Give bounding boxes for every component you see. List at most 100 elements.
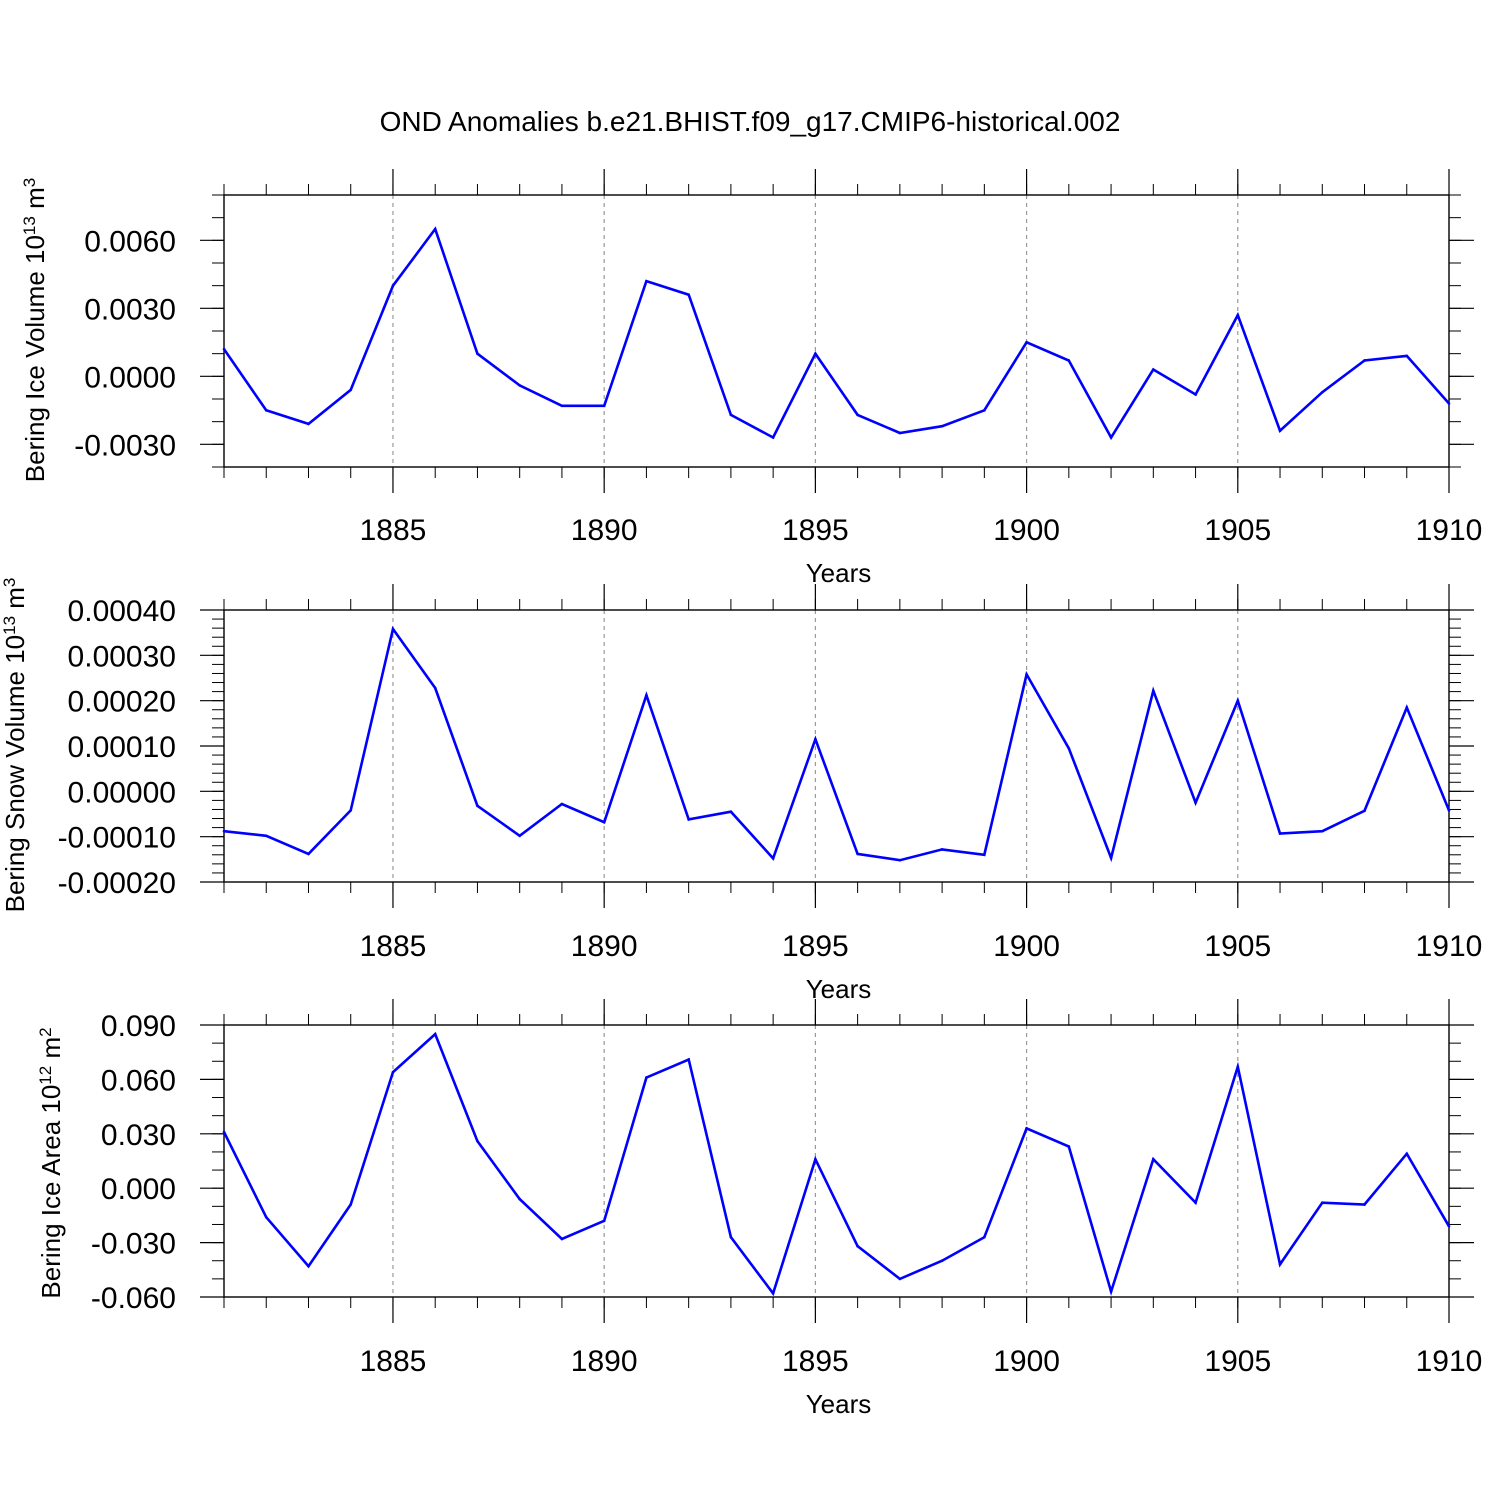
panel-3-data-point-1886	[433, 1032, 437, 1036]
panel-2-data-point-1898	[940, 848, 944, 851]
panel-2-data-point-1888	[518, 834, 521, 838]
panel-3-data-point-1909	[1405, 1152, 1409, 1156]
panel-1-data-point-1910	[1447, 402, 1451, 405]
panel-2-data-point-1884	[349, 809, 353, 812]
panel-3-data-point-1892	[687, 1058, 690, 1061]
panel-3-xtick-label-1890: 1890	[571, 1345, 638, 1378]
panel-2-data-point-1896	[856, 852, 859, 856]
panel-2-data-point-1895	[814, 737, 817, 741]
panel-3-data-point-1896	[856, 1244, 859, 1248]
panel-1-data-point-1902	[1109, 436, 1113, 439]
panel-1-xtick-label-1900: 1900	[993, 514, 1060, 547]
panel-2-data-point-1910	[1447, 809, 1451, 812]
panel-2-xtick-label-1895: 1895	[782, 930, 849, 963]
panel-2-data-point-1885	[391, 627, 395, 631]
panel-3-data-point-1899	[983, 1235, 986, 1239]
panel-2-ytick-label: 0.00040	[68, 595, 176, 628]
panel-3-x-axis-title: Years	[806, 1389, 872, 1419]
panel-2-data-point-1904	[1194, 801, 1197, 804]
panel-3-data-point-1903	[1152, 1157, 1155, 1161]
panel-2-ytick-label: -0.00020	[58, 867, 176, 900]
panel-2-series-line	[223, 625, 1451, 863]
panel-2-data-point-1907	[1320, 829, 1324, 833]
panel-2-data-point-1906	[1278, 832, 1282, 835]
panel-1-data-point-1884	[349, 388, 353, 392]
panel-3-data-point-1883	[307, 1264, 310, 1268]
panel-3-data-point-1895	[814, 1157, 817, 1161]
panel-3-data-point-1885	[391, 1070, 395, 1074]
panel-1-data-point-1901	[1067, 359, 1071, 362]
panel-1-data-point-1881	[222, 347, 226, 351]
panel-1-ytick-label: 0.0000	[84, 361, 176, 394]
panel-1-data-point-1896	[856, 413, 859, 417]
panel-1-ytick-label: 0.0060	[84, 225, 176, 258]
panel-2-frame	[223, 609, 1450, 883]
panel-1-data-point-1882	[264, 409, 268, 412]
panel-2-data-point-1899	[983, 853, 986, 857]
panel-3-xtick-label-1910: 1910	[1416, 1345, 1483, 1378]
chart-title: OND Anomalies b.e21.BHIST.f09_g17.CMIP6-…	[380, 106, 1121, 137]
panel-2-data-point-1893	[729, 810, 733, 814]
panel-3-ytick-label: 0.060	[101, 1064, 176, 1097]
panel-2-data-point-1882	[264, 834, 268, 838]
panel-2-ytick-label: 0.00030	[68, 640, 176, 673]
panel-2-xtick-label-1900: 1900	[993, 930, 1060, 963]
panel-2-x-axis-title: Years	[806, 974, 872, 1004]
panel-2-data-point-1902	[1109, 856, 1113, 860]
panel-2-y-axis-title: Bering Snow Volume 1013 m3	[0, 578, 30, 913]
panel-1-data-point-1895	[814, 352, 817, 355]
panel-1-data-point-1889	[560, 404, 564, 408]
panel-1-xtick-label-1890: 1890	[571, 514, 638, 547]
panel-3-data-point-1889	[560, 1237, 564, 1241]
panel-1-data-point-1892	[687, 293, 690, 297]
panel-3-data-point-1890	[602, 1219, 606, 1223]
panel-1-data-point-1903	[1152, 368, 1155, 371]
panel-3-data-point-1901	[1067, 1145, 1071, 1148]
panel-1-y-axis-title: Bering Ice Volume 1013 m3	[20, 178, 51, 482]
panel-2-data-point-1900	[1025, 673, 1028, 676]
panel-1-xtick-label-1910: 1910	[1416, 514, 1483, 547]
panel-2-ytick-label: 0.00010	[68, 731, 176, 764]
panel-1-series-line	[222, 226, 1450, 441]
panel-3-data-point-1887	[476, 1139, 479, 1143]
panel-3-data-point-1884	[349, 1203, 353, 1206]
panel-3-ytick-label: -0.060	[91, 1282, 176, 1315]
panel-2-data-point-1901	[1067, 746, 1071, 750]
panel-3-data-point-1902	[1109, 1290, 1113, 1293]
panel-2-ytick-label: 0.00000	[68, 776, 176, 809]
panel-3-frame	[223, 1024, 1450, 1298]
panel-1-data-point-1908	[1363, 359, 1366, 362]
panel-1-data-point-1890	[602, 404, 606, 408]
panel-2-data-point-1905	[1236, 699, 1240, 702]
panel-3-data-point-1900	[1025, 1127, 1028, 1130]
panel-2-xtick-label-1910: 1910	[1416, 930, 1483, 963]
panel-3-data-point-1888	[518, 1197, 521, 1201]
panel-3-y-axis-title: Bering Ice Area 1012 m2	[36, 1027, 67, 1298]
panel-2-data-point-1886	[433, 686, 437, 690]
panel-3-data-point-1894	[771, 1292, 775, 1295]
panel-1-data-point-1907	[1320, 390, 1324, 394]
panel-2-ytick-label: 0.00020	[68, 686, 176, 719]
panel-1-data-point-1886	[433, 227, 437, 231]
panel-1-data-point-1894	[771, 436, 775, 439]
panel-3-data-point-1881	[222, 1130, 226, 1134]
panel-1-data-point-1888	[518, 384, 521, 387]
panel-2-ytick-label: -0.00010	[58, 822, 176, 855]
panel-2-data-point-1881	[222, 829, 226, 833]
panel-3-ytick-label: 0.000	[101, 1173, 176, 1206]
panel-1-x-axis-title: Years	[806, 558, 872, 588]
panel-1-data-point-1885	[391, 284, 395, 287]
panel-1-data-point-1898	[940, 424, 944, 428]
panel-1-data-point-1887	[476, 352, 479, 355]
panel-2-xtick-label-1905: 1905	[1204, 930, 1271, 963]
panel-3-data-point-1904	[1194, 1201, 1197, 1205]
panel-1-xtick-label-1885: 1885	[360, 514, 427, 547]
panel-1-xtick-label-1895: 1895	[782, 514, 849, 547]
panel-2-xtick-label-1890: 1890	[571, 930, 638, 963]
panel-1-data-point-1904	[1194, 393, 1197, 396]
panel-3-series-line	[222, 1031, 1451, 1297]
panel-3-ytick-label: 0.030	[101, 1119, 176, 1152]
panel-2-data-point-1892	[687, 818, 690, 821]
